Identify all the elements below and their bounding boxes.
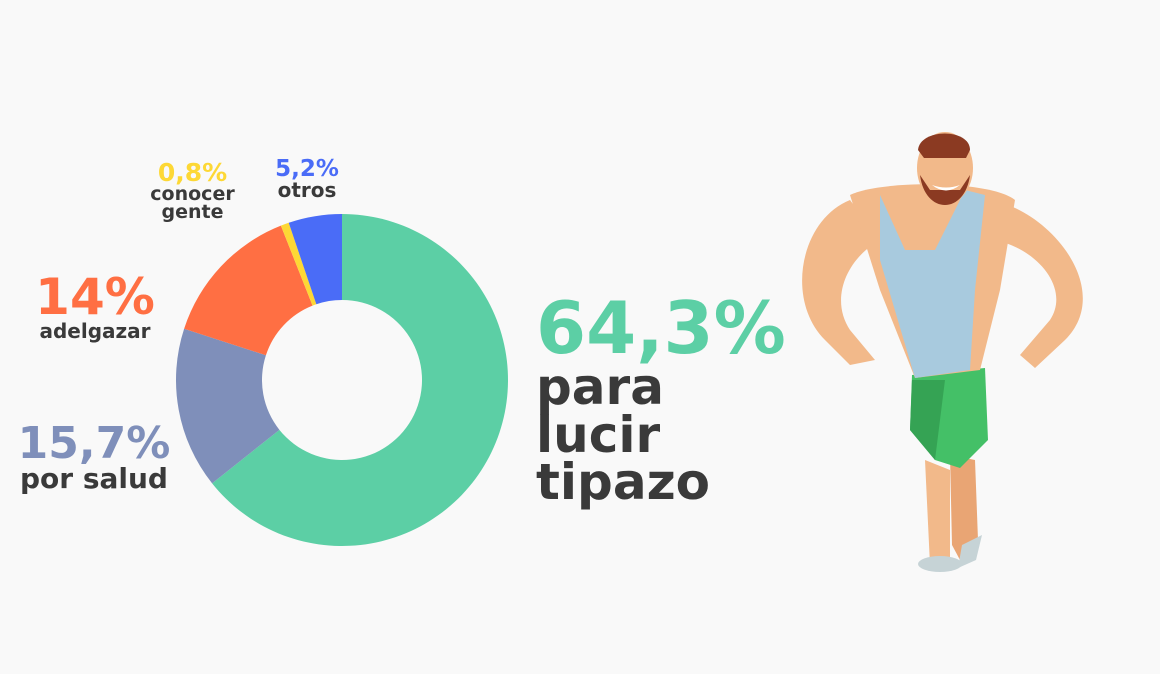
category-label: para lucir tipazo	[536, 358, 711, 511]
category-label: conocer gente	[150, 183, 235, 224]
muscle-man-illustration	[802, 132, 1083, 572]
category-label: otros	[277, 178, 337, 202]
slice-label: 64,3% para lucir tipazo	[536, 292, 786, 507]
slice-label: 5,2% otros	[262, 156, 352, 202]
category-label: adelgazar	[39, 319, 151, 343]
value-label: 5,2%	[275, 156, 339, 182]
donut-slice	[212, 214, 509, 546]
donut-slice	[176, 328, 280, 484]
donut-slice	[280, 222, 317, 306]
value-label: 14%	[35, 268, 155, 326]
donut-slice	[288, 214, 342, 305]
slice-label: 15,7% por salud	[14, 422, 174, 493]
value-label: 64,3%	[536, 286, 786, 370]
slice-label: 0,8% conocer gente	[145, 158, 240, 224]
slice-label: 14% adelgazar	[30, 272, 160, 341]
value-label: 0,8%	[157, 158, 228, 187]
category-label: por salud	[20, 462, 168, 495]
value-label: 15,7%	[17, 418, 171, 469]
donut-slice	[184, 225, 313, 356]
